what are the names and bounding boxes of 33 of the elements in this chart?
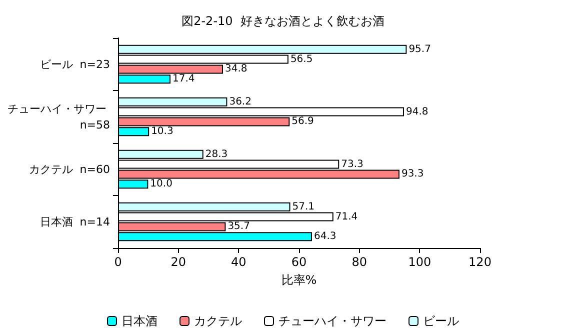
data-label: 10.3 bbox=[151, 126, 174, 138]
data-label: 95.7 bbox=[408, 44, 431, 55]
legend-label: ビール bbox=[423, 314, 459, 328]
x-tick-label: 80 bbox=[352, 255, 367, 269]
x-tick-label: 0 bbox=[114, 255, 122, 269]
data-label: 36.2 bbox=[229, 96, 252, 108]
data-label: 56.9 bbox=[292, 116, 314, 128]
y-tick-label: チューハイ・サワー n=58 bbox=[8, 102, 110, 132]
x-tick-label: 40 bbox=[231, 255, 246, 269]
data-label: 35.7 bbox=[228, 221, 250, 232]
data-label: 34.8 bbox=[224, 64, 248, 75]
data-label: 17.4 bbox=[172, 74, 195, 85]
y-tick-label: 日本酒 n=14 bbox=[40, 215, 110, 228]
x-tick-label: 120 bbox=[468, 255, 492, 269]
data-label: 57.1 bbox=[292, 201, 315, 212]
y-tick-label: カクテル n=60 bbox=[28, 162, 110, 176]
legend-label: チューハイ・サワー bbox=[278, 314, 386, 328]
data-label: 10.0 bbox=[150, 178, 172, 190]
data-label: 71.4 bbox=[335, 211, 358, 222]
data-label: 93.3 bbox=[401, 168, 424, 180]
x-tick-label: 60 bbox=[291, 255, 307, 269]
data-label: 28.3 bbox=[205, 148, 228, 160]
data-label: 73.3 bbox=[341, 158, 364, 170]
data-label: 94.8 bbox=[406, 106, 428, 118]
chart-title: 図2-2-10 好きなお酒とよく飲むお酒 bbox=[182, 14, 384, 28]
x-tick-label: 20 bbox=[170, 255, 186, 269]
legend-label: カクテル bbox=[194, 314, 242, 328]
legend-label: 日本酒 bbox=[122, 314, 158, 328]
data-label: 56.5 bbox=[290, 54, 313, 65]
y-tick-label: ビール n=23 bbox=[40, 58, 110, 71]
x-axis-title: 比率% bbox=[281, 273, 317, 287]
data-label: 64.3 bbox=[314, 231, 336, 242]
x-tick-label: 100 bbox=[408, 255, 432, 269]
